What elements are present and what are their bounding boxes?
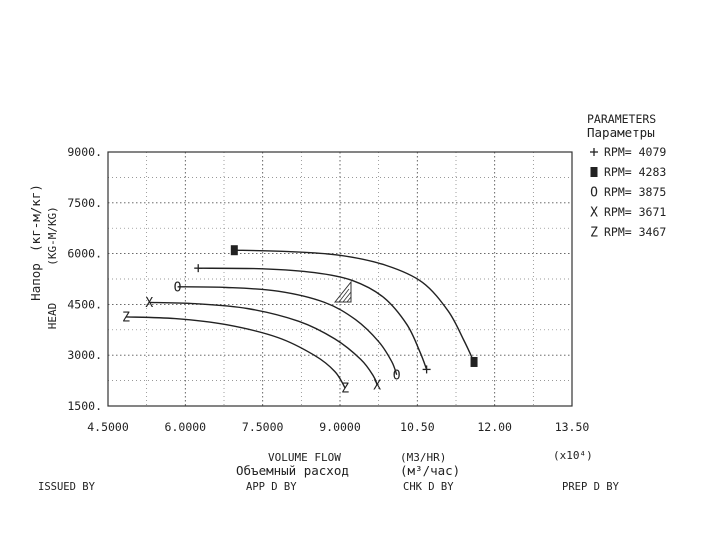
- legend-symbol-1: [590, 167, 598, 177]
- series-line-2: [177, 286, 398, 376]
- y-tick-label: 7500.: [67, 196, 102, 210]
- svg-text:X: X: [145, 296, 153, 311]
- series-start-marker-1: [230, 245, 238, 256]
- legend-symbol-0: [590, 148, 598, 156]
- series-line-0: [198, 267, 428, 370]
- svg-text:Z: Z: [122, 310, 130, 325]
- x-tick-label: 6.0000: [165, 420, 207, 434]
- series-start-marker-2: O: [174, 280, 182, 295]
- y-tick-label: 9000.: [67, 145, 102, 159]
- legend-symbol-4: Z: [590, 226, 598, 241]
- x-tick-label: 7.5000: [242, 420, 284, 434]
- y-tick-label: 1500.: [67, 399, 102, 413]
- y-axis-title: HEAD: [46, 303, 59, 330]
- series-end-marker-3: X: [373, 379, 381, 394]
- y-tick-label: 6000.: [67, 247, 102, 261]
- x-tick-label: 13.50: [555, 420, 590, 434]
- legend-entry-3: RPM= 3671: [604, 205, 666, 219]
- legend-entry-2: RPM= 3875: [604, 185, 666, 199]
- legend-symbol-3: X: [590, 206, 598, 221]
- svg-text:O: O: [590, 186, 598, 201]
- series-start-marker-0: [194, 264, 203, 273]
- x-axis-title: VOLUME FLOW: [268, 451, 341, 464]
- plot-frame: [107, 151, 573, 407]
- svg-text:X: X: [590, 206, 598, 221]
- y-axis-unit-ru: (кг-м/кг): [28, 184, 43, 252]
- x-axis-unit-ru: (м³/час): [400, 463, 460, 478]
- series-end-marker-1: [470, 356, 478, 367]
- series-start-marker-4: Z: [122, 310, 130, 325]
- legend: RPM= 4079 RPM= 4283 O RPM= 3875 X RPM= 3671 Z R…: [590, 145, 666, 241]
- series-end-marker-2: O: [393, 368, 401, 383]
- footer-prep-d-by: PREP D BY: [562, 481, 620, 493]
- footer-chk-d-by: CHK D BY: [403, 481, 454, 493]
- legend-entry-4: RPM= 3467: [604, 225, 666, 239]
- axis-ticks: 4.5000 6.0000 7.5000 9.0000 10.50 12.00 13.50 1…: [67, 145, 589, 434]
- x-tick-label: 12.00: [477, 420, 512, 434]
- surge-hatch-region: [333, 280, 352, 303]
- footer-app-d-by: APP D BY: [246, 481, 297, 493]
- series-start-marker-3: X: [145, 296, 153, 311]
- legend-symbol-2: O: [590, 186, 598, 201]
- svg-text:Z: Z: [590, 226, 598, 241]
- grid: [107, 151, 573, 407]
- y-axis-title-ru: Напор: [28, 263, 43, 301]
- x-tick-label: 9.0000: [319, 420, 361, 434]
- legend-entry-1: RPM= 4283: [604, 165, 666, 179]
- x-tick-label: 10.50: [400, 420, 435, 434]
- series-end-marker-4: Z: [341, 382, 349, 397]
- svg-text:O: O: [174, 280, 182, 295]
- legend-title-ru: Параметры: [587, 125, 655, 140]
- legend-entry-0: RPM= 4079: [604, 145, 666, 159]
- legend-title: PARAMETERS: [587, 112, 656, 126]
- x-tick-label: 4.5000: [87, 420, 129, 434]
- y-tick-label: 3000.: [67, 348, 102, 362]
- x-axis-title-ru: Объемный расход: [236, 463, 349, 478]
- svg-text:O: O: [393, 368, 401, 383]
- svg-text:X: X: [373, 379, 381, 394]
- series-line-4: [125, 316, 346, 389]
- footer-issued-by: ISSUED BY: [38, 481, 96, 493]
- x-axis-multiplier: (x10⁴): [553, 449, 593, 462]
- series-lines: [125, 249, 475, 389]
- series-line-1: [234, 249, 475, 363]
- svg-text:Z: Z: [341, 382, 349, 397]
- series-end-marker-0: [422, 365, 431, 374]
- x-axis-unit: (M3/HR): [400, 451, 446, 464]
- y-axis-unit: (KG-M/KG): [46, 206, 59, 266]
- y-tick-label: 4500.: [67, 297, 102, 311]
- series-line-3: [149, 301, 378, 386]
